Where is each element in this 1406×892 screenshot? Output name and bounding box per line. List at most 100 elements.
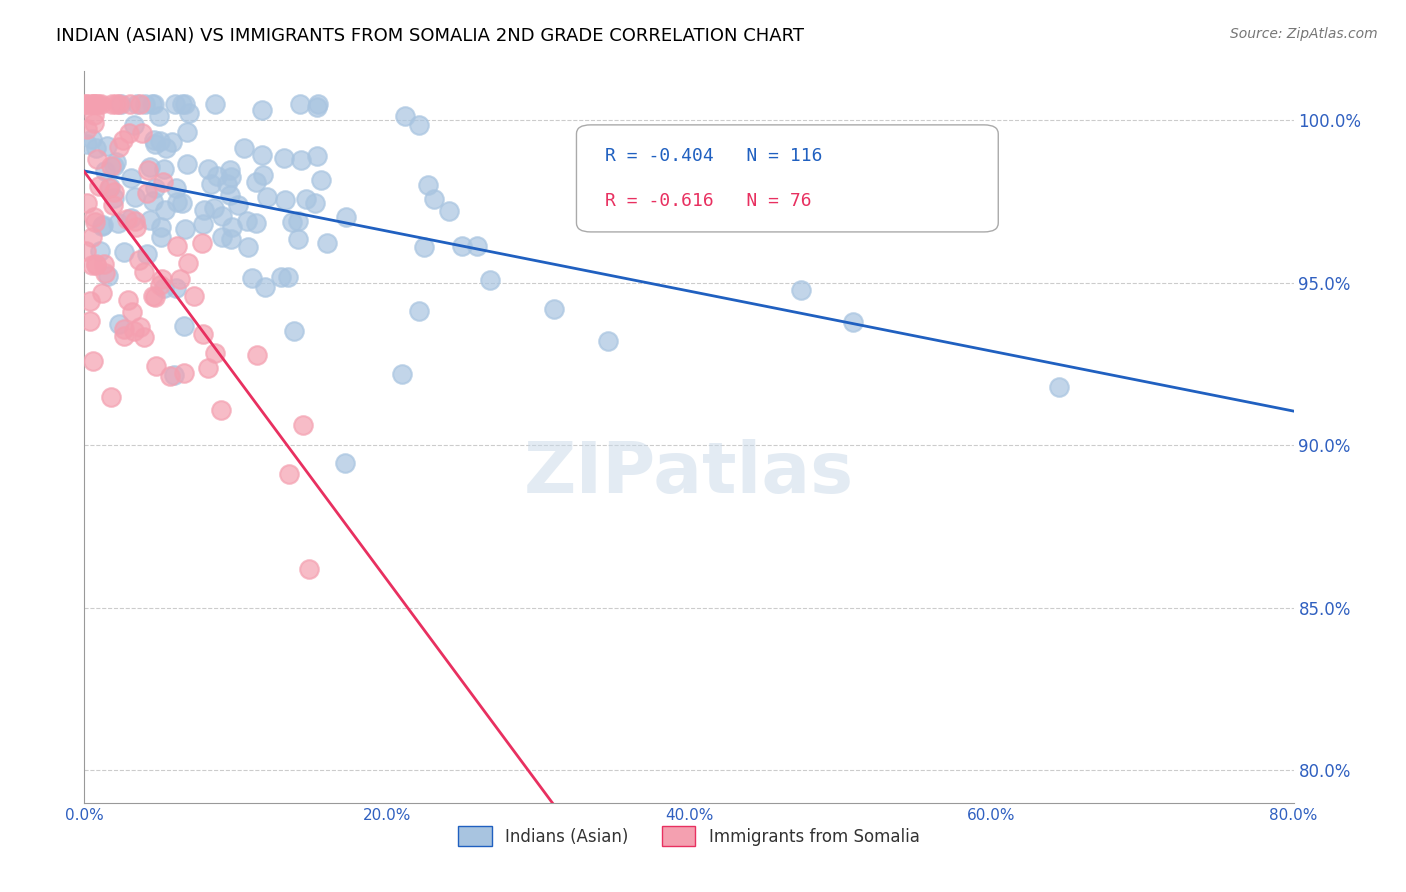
Point bbox=[94, 266, 117, 280]
Point bbox=[204, 345, 226, 359]
Point bbox=[204, 96, 226, 111]
Point bbox=[177, 106, 200, 120]
Point bbox=[149, 277, 172, 292]
Point bbox=[132, 330, 155, 344]
Point bbox=[124, 118, 146, 132]
Point bbox=[277, 269, 299, 284]
Point bbox=[149, 134, 172, 148]
Point bbox=[250, 148, 273, 162]
Point bbox=[131, 126, 153, 140]
Point bbox=[207, 169, 229, 183]
Point bbox=[297, 562, 319, 576]
Point bbox=[120, 96, 142, 111]
Point bbox=[75, 244, 97, 258]
Point bbox=[90, 285, 112, 300]
Point bbox=[228, 198, 250, 212]
Point bbox=[107, 216, 129, 230]
Point bbox=[136, 247, 159, 261]
Point bbox=[118, 126, 141, 140]
Point bbox=[84, 141, 107, 155]
Point bbox=[89, 244, 111, 258]
Point bbox=[245, 175, 267, 189]
Point bbox=[287, 213, 309, 227]
Point bbox=[172, 96, 194, 111]
Point bbox=[283, 324, 305, 338]
Point bbox=[290, 153, 312, 167]
Point bbox=[236, 214, 259, 228]
Point bbox=[143, 137, 166, 152]
Point bbox=[97, 268, 120, 283]
Point bbox=[128, 252, 150, 267]
Point bbox=[191, 235, 214, 250]
Point bbox=[139, 212, 162, 227]
Point bbox=[141, 96, 163, 111]
Point bbox=[176, 125, 198, 139]
Point bbox=[193, 217, 215, 231]
Point bbox=[596, 334, 619, 348]
Point bbox=[270, 269, 292, 284]
Point bbox=[155, 141, 177, 155]
Point bbox=[288, 97, 311, 112]
Point bbox=[219, 231, 242, 245]
Point bbox=[173, 319, 195, 334]
Point bbox=[80, 230, 103, 244]
Point bbox=[83, 108, 105, 122]
Point bbox=[83, 210, 105, 224]
Point bbox=[120, 170, 142, 185]
Point bbox=[112, 322, 135, 336]
Point bbox=[101, 96, 124, 111]
Point bbox=[142, 194, 165, 209]
Point bbox=[166, 239, 188, 253]
Point bbox=[83, 116, 105, 130]
Point bbox=[103, 198, 125, 212]
Point bbox=[149, 219, 172, 234]
Point bbox=[211, 210, 233, 224]
Point bbox=[152, 281, 174, 295]
Point bbox=[87, 96, 110, 111]
Point bbox=[416, 178, 439, 192]
Point bbox=[117, 212, 139, 227]
Point bbox=[176, 157, 198, 171]
Point bbox=[79, 96, 101, 111]
Point bbox=[153, 202, 176, 217]
Point bbox=[394, 109, 416, 123]
Point bbox=[125, 220, 148, 235]
Point bbox=[149, 230, 172, 244]
Point bbox=[256, 189, 278, 203]
Point bbox=[139, 160, 162, 174]
Point bbox=[413, 240, 436, 254]
Point bbox=[124, 190, 146, 204]
Point bbox=[304, 195, 326, 210]
Point bbox=[145, 359, 167, 373]
Text: ZIPatlas: ZIPatlas bbox=[524, 439, 853, 508]
Point bbox=[219, 163, 242, 178]
Point bbox=[217, 178, 239, 192]
Point bbox=[142, 288, 165, 302]
Point bbox=[163, 368, 186, 383]
Point bbox=[82, 131, 104, 145]
Point bbox=[202, 202, 225, 216]
Point bbox=[543, 301, 565, 316]
Point bbox=[90, 96, 112, 111]
Point bbox=[84, 215, 107, 229]
Point bbox=[86, 257, 108, 271]
Point bbox=[163, 96, 186, 111]
Point bbox=[112, 245, 135, 260]
Point bbox=[274, 193, 297, 207]
Point bbox=[82, 96, 104, 111]
Point bbox=[439, 204, 461, 219]
Point bbox=[100, 159, 122, 173]
Point bbox=[100, 390, 122, 404]
Point bbox=[408, 304, 430, 318]
Point bbox=[218, 188, 240, 202]
Point bbox=[143, 96, 166, 111]
Point bbox=[250, 103, 273, 118]
Point bbox=[252, 168, 274, 182]
Point bbox=[86, 153, 108, 167]
Point bbox=[76, 136, 98, 151]
Point bbox=[193, 202, 215, 217]
Legend: Indians (Asian), Immigrants from Somalia: Indians (Asian), Immigrants from Somalia bbox=[451, 820, 927, 853]
Point bbox=[273, 151, 295, 165]
Point bbox=[75, 96, 97, 111]
Point bbox=[183, 289, 205, 303]
